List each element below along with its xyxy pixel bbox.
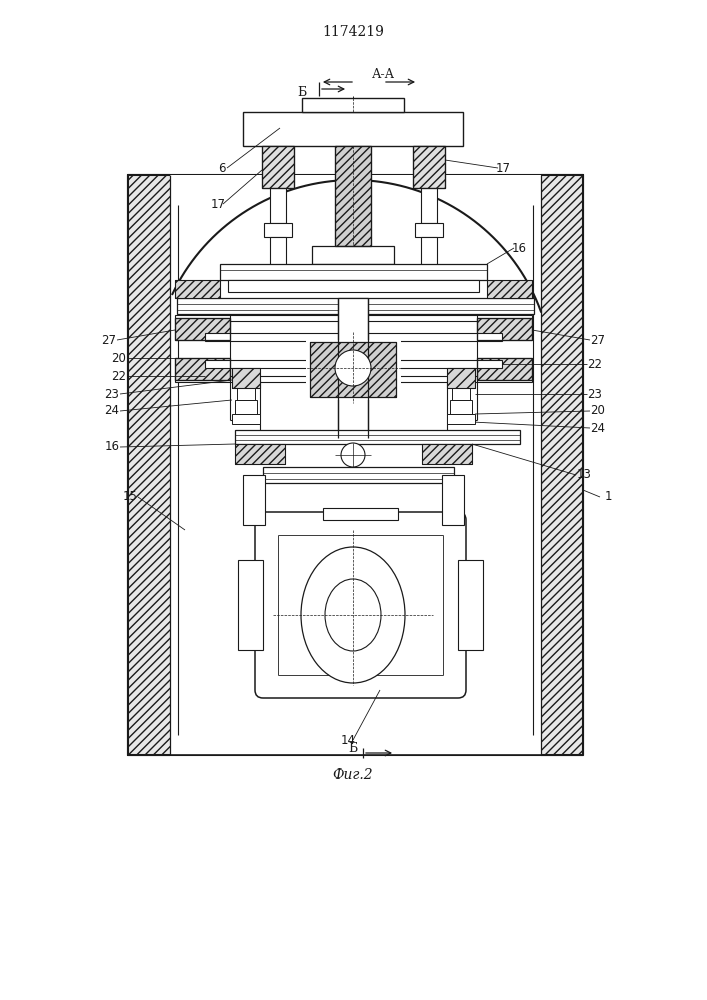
Text: 20: 20 — [112, 352, 127, 364]
Bar — [452, 388, 470, 400]
Bar — [477, 358, 532, 380]
Bar — [235, 444, 285, 464]
Text: 1: 1 — [604, 490, 612, 504]
Bar — [477, 318, 532, 340]
Bar — [338, 298, 368, 438]
Bar — [263, 467, 454, 483]
Text: А-А: А-А — [371, 68, 395, 82]
Bar — [175, 280, 220, 298]
Bar — [310, 342, 396, 397]
Text: 23: 23 — [105, 387, 119, 400]
Bar — [170, 175, 541, 755]
Bar — [237, 388, 255, 400]
Text: 22: 22 — [588, 358, 602, 370]
Text: Б: Б — [349, 742, 358, 754]
Text: 24: 24 — [105, 404, 119, 418]
Bar — [175, 358, 230, 380]
Bar — [306, 340, 401, 400]
Bar — [220, 264, 487, 280]
Bar — [238, 560, 263, 650]
Bar — [335, 146, 371, 246]
Bar — [175, 318, 230, 340]
Bar — [235, 400, 257, 414]
Bar — [205, 333, 502, 341]
Text: 16: 16 — [511, 241, 527, 254]
Bar — [477, 318, 532, 340]
Bar — [232, 368, 260, 388]
Bar — [541, 175, 583, 755]
Text: Б: Б — [298, 86, 307, 99]
Bar — [175, 318, 230, 340]
Text: 22: 22 — [112, 369, 127, 382]
Text: 1174219: 1174219 — [322, 25, 384, 39]
Bar — [175, 280, 220, 298]
Bar — [421, 237, 437, 267]
Bar — [262, 146, 294, 188]
Bar — [232, 368, 260, 388]
Bar — [128, 175, 170, 755]
Bar — [175, 358, 230, 380]
Text: 24: 24 — [590, 422, 605, 434]
Bar — [450, 400, 472, 414]
Text: 13: 13 — [577, 468, 592, 482]
Bar — [323, 508, 398, 520]
Bar — [263, 267, 293, 281]
Bar — [335, 146, 371, 246]
Bar — [487, 280, 532, 298]
Bar — [413, 146, 445, 188]
Text: 15: 15 — [122, 490, 137, 504]
Bar — [177, 298, 534, 314]
Bar — [175, 315, 532, 321]
Text: Фиг.2: Фиг.2 — [333, 768, 373, 782]
Bar — [458, 560, 483, 650]
Bar — [413, 146, 445, 188]
Bar — [128, 175, 170, 755]
FancyBboxPatch shape — [128, 175, 583, 755]
Bar — [264, 223, 292, 237]
Bar — [302, 98, 404, 112]
Bar — [262, 146, 294, 188]
FancyBboxPatch shape — [255, 512, 466, 698]
Text: 20: 20 — [590, 404, 605, 418]
Bar — [415, 223, 443, 237]
Text: 27: 27 — [102, 334, 117, 347]
Circle shape — [341, 443, 365, 467]
Text: 23: 23 — [588, 387, 602, 400]
Bar — [228, 280, 479, 292]
Polygon shape — [173, 175, 541, 312]
Bar — [477, 358, 532, 380]
Bar — [414, 267, 444, 281]
Bar — [243, 112, 463, 146]
Bar — [487, 280, 532, 298]
Bar — [235, 444, 285, 464]
Ellipse shape — [325, 579, 381, 651]
Bar — [447, 414, 475, 424]
Bar — [421, 188, 437, 223]
Bar — [447, 368, 475, 388]
Bar — [442, 475, 464, 525]
Circle shape — [335, 350, 371, 386]
Text: 14: 14 — [341, 734, 356, 746]
Bar — [235, 430, 520, 444]
Text: 6: 6 — [218, 161, 226, 174]
Bar — [312, 246, 394, 264]
Bar — [422, 444, 472, 464]
Bar — [270, 188, 286, 223]
Text: 16: 16 — [105, 440, 119, 454]
Bar — [422, 444, 472, 464]
Bar — [232, 414, 260, 424]
Bar — [243, 475, 265, 525]
Text: 27: 27 — [590, 334, 605, 347]
Bar — [310, 342, 396, 397]
Text: 17: 17 — [496, 161, 510, 174]
Bar — [447, 368, 475, 388]
Bar — [270, 237, 286, 267]
Ellipse shape — [301, 547, 405, 683]
Bar — [205, 360, 502, 368]
Text: 17: 17 — [211, 198, 226, 211]
Bar — [175, 376, 532, 382]
